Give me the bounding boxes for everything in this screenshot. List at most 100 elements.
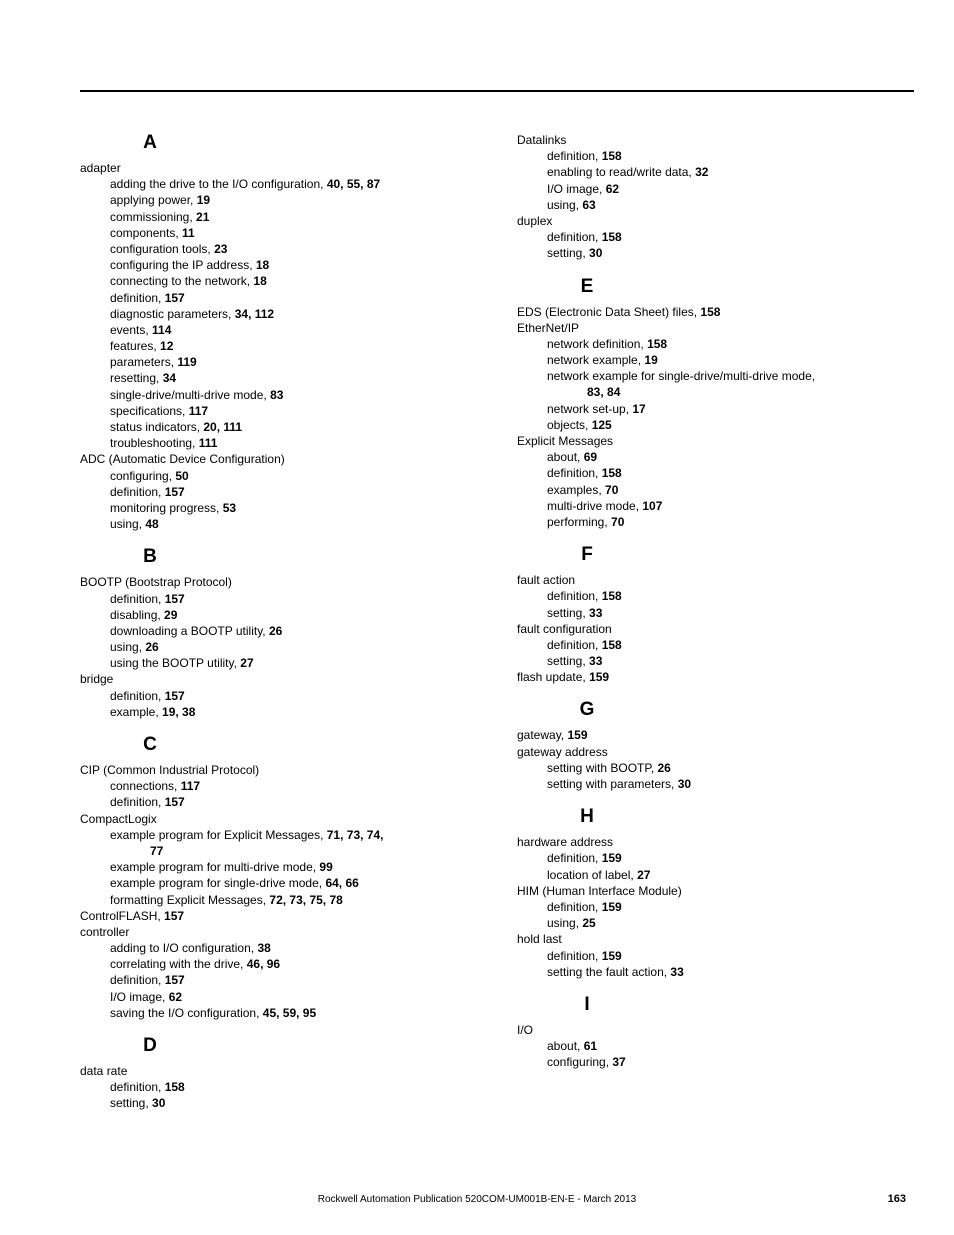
index-sub-page: 117	[181, 779, 200, 793]
index-sub: objects, 125	[547, 417, 914, 433]
index-sub: status indicators, 20, 111	[110, 419, 477, 435]
index-sub-page: 26	[269, 624, 282, 638]
index-sub-text: about,	[547, 450, 584, 464]
index-sub-page: 19	[197, 193, 210, 207]
index-sub-text: features,	[110, 339, 160, 353]
index-sub: configuration tools, 23	[110, 241, 477, 257]
index-sub-text: single-drive/multi-drive mode,	[110, 388, 270, 402]
index-sub-text: events,	[110, 323, 152, 337]
index-sub-page: 158	[647, 337, 667, 351]
index-sub-text: using,	[547, 198, 582, 212]
index-sub-text: commissioning,	[110, 210, 196, 224]
index-sub-page: 125	[592, 418, 612, 432]
index-sub: performing, 70	[547, 514, 914, 530]
index-sub-text: about,	[547, 1039, 584, 1053]
index-sub: definition, 158	[547, 637, 914, 653]
index-sub: example program for single-drive mode, 6…	[110, 875, 477, 891]
index-sub: definition, 157	[110, 484, 477, 500]
index-sub-text: location of label,	[547, 868, 637, 882]
index-sub: disabling, 29	[110, 607, 477, 623]
index-sub-text: network definition,	[547, 337, 647, 351]
section-letter-e: E	[517, 276, 657, 298]
index-sub-page: 158	[165, 1080, 185, 1094]
index-sub-page: 33	[670, 965, 683, 979]
index-sub: setting with parameters, 30	[547, 776, 914, 792]
index-sub-page: 158	[602, 466, 622, 480]
index-sub-text: network example for single-drive/multi-d…	[547, 369, 815, 383]
index-sub-page: 158	[602, 638, 622, 652]
index-sub-page: 83	[270, 388, 283, 402]
index-sub-text: definition,	[547, 900, 602, 914]
index-sub: definition, 157	[110, 290, 477, 306]
index-sub: example program for Explicit Messages, 7…	[110, 827, 477, 843]
index-sub: network example, 19	[547, 352, 914, 368]
index-sub: definition, 158	[547, 465, 914, 481]
index-sub-page: 11	[182, 226, 195, 240]
index-sub: using the BOOTP utility, 27	[110, 655, 477, 671]
index-sub: definition, 159	[547, 948, 914, 964]
index-sub: commissioning, 21	[110, 209, 477, 225]
index-sub-text: setting,	[110, 1096, 152, 1110]
index-sub-text: example,	[110, 705, 162, 719]
index-sub: setting, 30	[110, 1095, 477, 1111]
index-sub-text: setting,	[547, 654, 589, 668]
index-term: hold last	[517, 931, 914, 947]
index-sub-page: 64, 66	[325, 876, 358, 890]
index-term-page: 158	[700, 305, 720, 319]
index-sub-text: downloading a BOOTP utility,	[110, 624, 269, 638]
index-sub-page: 26	[145, 640, 158, 654]
index-sub-page: 30	[678, 777, 691, 791]
index-sub: location of label, 27	[547, 867, 914, 883]
index-sub-page: 107	[642, 499, 662, 513]
index-sub-page: 158	[602, 230, 622, 244]
index-term: data rate	[80, 1063, 477, 1079]
page-number: 163	[888, 1193, 906, 1205]
index-sub: setting, 33	[547, 605, 914, 621]
index-sub-text: definition,	[547, 589, 602, 603]
index-sub-page: 33	[589, 654, 602, 668]
index-sub-text: configuring the IP address,	[110, 258, 256, 272]
index-sub: network example for single-drive/multi-d…	[547, 368, 914, 384]
index-sub-text: correlating with the drive,	[110, 957, 247, 971]
index-term-page: 159	[589, 670, 609, 684]
index-sub-page: 38	[257, 941, 270, 955]
index-sub: using, 63	[547, 197, 914, 213]
index-sub-page: 71, 73, 74,	[327, 828, 384, 842]
index-sub: setting with BOOTP, 26	[547, 760, 914, 776]
index-sub-page: 50	[175, 469, 188, 483]
index-sub-page: 114	[152, 323, 171, 337]
index-term: ControlFLASH, 157	[80, 908, 477, 924]
index-sub-text: using,	[110, 640, 145, 654]
index-sub-text: using,	[547, 916, 582, 930]
index-sub-page: 33	[589, 606, 602, 620]
index-sub-page: 62	[169, 990, 182, 1004]
index-sub-text: definition,	[547, 949, 602, 963]
index-sub-text: definition,	[547, 466, 602, 480]
index-sub-page: 32	[695, 165, 708, 179]
index-term: flash update, 159	[517, 669, 914, 685]
index-sub-text: definition,	[110, 973, 165, 987]
index-sub-page: 159	[602, 949, 622, 963]
section-letter-f: F	[517, 544, 657, 566]
index-sub-text: setting with parameters,	[547, 777, 678, 791]
index-term: controller	[80, 924, 477, 940]
index-term: I/O	[517, 1022, 914, 1038]
index-term: Datalinks	[517, 132, 914, 148]
index-sub-text: configuring,	[110, 469, 175, 483]
index-sub: monitoring progress, 53	[110, 500, 477, 516]
index-sub-text: definition,	[110, 485, 165, 499]
index-sub-page: 30	[589, 246, 602, 260]
index-sub-page: 18	[253, 274, 266, 288]
index-sub-text: definition,	[547, 149, 602, 163]
index-sub-page: 63	[582, 198, 595, 212]
index-term: EtherNet/IP	[517, 320, 914, 336]
index-left-column: A adapter adding the drive to the I/O co…	[80, 132, 477, 1112]
section-letter-b: B	[80, 546, 220, 568]
index-sub: configuring the IP address, 18	[110, 257, 477, 273]
index-sub-page: 157	[165, 689, 185, 703]
index-sub-page: 23	[214, 242, 227, 256]
index-sub: definition, 158	[547, 229, 914, 245]
index-sub-page: 70	[611, 515, 624, 529]
index-sub-text: connections,	[110, 779, 181, 793]
section-letter-i: I	[517, 994, 657, 1016]
